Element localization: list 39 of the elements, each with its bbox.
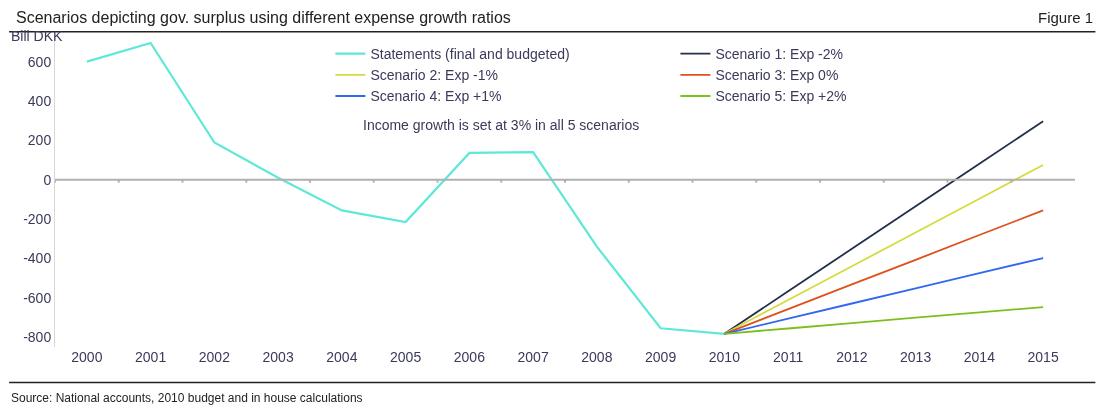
- caption: Figure 1: [1038, 9, 1094, 26]
- legend-label: Scenario 3: Exp 0%: [715, 67, 839, 84]
- line-series: [723, 306, 1045, 335]
- y-tick-label: 600: [27, 53, 52, 70]
- y-tick-label: -800: [23, 329, 52, 346]
- x-tick-label: 2004: [326, 349, 358, 365]
- line-series: [723, 120, 1045, 335]
- x-tick-label: 2000: [71, 349, 103, 365]
- legend-label: Scenario 4: Exp +1%: [370, 88, 502, 105]
- y-tick-label: 200: [27, 132, 52, 149]
- line-series: [723, 209, 1045, 335]
- annotation: Income growth is set at 3% in all 5 scenarios: [363, 117, 640, 133]
- x-tick-label: 2012: [836, 349, 868, 365]
- y-tick-label: -600: [23, 289, 52, 306]
- x-tick-label: 2011: [773, 349, 804, 365]
- source-note: Source: National accounts, 2010 budget and in house calculations: [11, 391, 363, 405]
- x-tick-label: 2014: [963, 349, 996, 365]
- y-tick-label: -200: [23, 210, 52, 227]
- x-tick-label: 2007: [517, 349, 549, 365]
- y-tick-label: 0: [43, 171, 52, 188]
- legend-label: Scenario 5: Exp +2%: [715, 88, 847, 105]
- x-tick-label: 2010: [708, 349, 741, 365]
- x-tick-label: 2001: [135, 349, 167, 365]
- chart-title: Scenarios depicting gov. surplus using different expense growth ratios: [16, 9, 511, 26]
- legend-label: Scenario 1: Exp -2%: [715, 46, 844, 63]
- x-tick-label: 2013: [900, 349, 932, 365]
- x-tick-label: 2005: [390, 349, 422, 365]
- x-tick-label: 2006: [453, 349, 486, 365]
- x-tick-label: 2003: [262, 349, 294, 365]
- x-tick-label: 2009: [645, 349, 677, 365]
- y-tick-label: -400: [23, 250, 52, 267]
- y-tick-label: 400: [27, 92, 52, 109]
- y-axis-title: Bill DKK: [11, 28, 64, 44]
- x-tick-label: 2002: [198, 349, 231, 365]
- legend-label: Statements (final and budgeted): [370, 46, 570, 63]
- line-series: [723, 257, 1045, 335]
- x-tick-label: 2008: [581, 349, 613, 365]
- legend-label: Scenario 2: Exp -1%: [370, 67, 499, 84]
- x-tick-label: 2015: [1027, 349, 1059, 365]
